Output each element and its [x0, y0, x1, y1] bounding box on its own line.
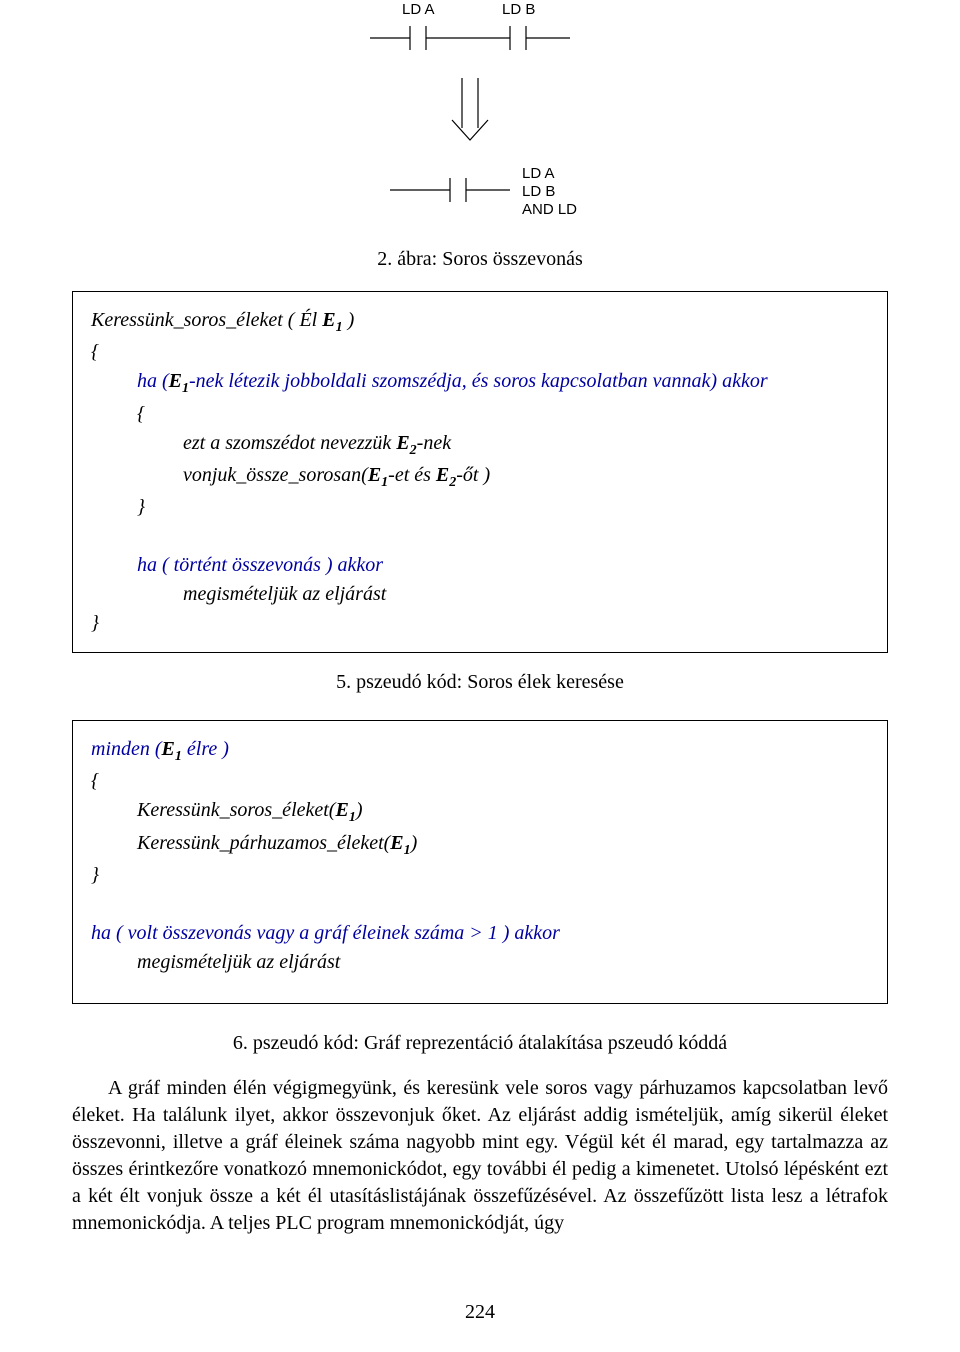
code-line: ha (E1-nek létezik jobboldali szomszédja… [91, 367, 869, 399]
code-line: megismételjük az eljárást [91, 948, 869, 977]
code-brace: } [91, 493, 869, 522]
diagram-label: LD A [402, 1, 435, 18]
code-line: minden (E1 élre ) [91, 738, 229, 760]
code-line: ezt a szomszédot nevezzük E2-nek [91, 429, 869, 461]
code-brace: { [91, 400, 869, 429]
code-brace: } [91, 864, 99, 886]
pseudocode-box-1: Keressünk_soros_éleket ( Él E1 ) { ha (E… [72, 291, 888, 653]
code-brace: } [91, 612, 99, 634]
code-line: ha ( volt összevonás vagy a gráf éleinek… [91, 922, 560, 944]
page: LD A LD B LD A LD B AND LD [0, 0, 960, 1352]
diagram-label: LD B [502, 1, 535, 18]
pseudocode-box-2: minden (E1 élre ) { Keressünk_soros_élek… [72, 720, 888, 1004]
diagram-label: LD B [522, 183, 555, 200]
code-brace: { [91, 341, 99, 363]
pseudocode-caption-2: 6. pszeudó kód: Gráf reprezentáció átala… [72, 1032, 888, 1055]
ladder-diagram: LD A LD B LD A LD B AND LD [350, 0, 610, 230]
diagram-label: AND LD [522, 201, 577, 218]
body-paragraph: A gráf minden élén végigmegyünk, és kere… [72, 1075, 888, 1237]
pseudocode-caption-1: 5. pszeudó kód: Soros élek keresése [72, 671, 888, 694]
figure-caption: 2. ábra: Soros összevonás [72, 248, 888, 271]
page-number: 224 [0, 1301, 960, 1324]
code-line: vonjuk_össze_sorosan(E1-et és E2-őt ) [91, 461, 869, 493]
diagram-label: LD A [522, 165, 555, 182]
code-line: Keressünk_párhuzamos_éleket(E1) [91, 829, 869, 861]
code-line: ha ( történt összevonás ) akkor [91, 551, 869, 580]
code-line: Keressünk_soros_éleket ( Él E1 ) [91, 309, 354, 331]
code-brace: { [91, 770, 99, 792]
code-line: Keressünk_soros_éleket(E1) [91, 796, 869, 828]
code-line: megismételjük az eljárást [91, 580, 869, 609]
